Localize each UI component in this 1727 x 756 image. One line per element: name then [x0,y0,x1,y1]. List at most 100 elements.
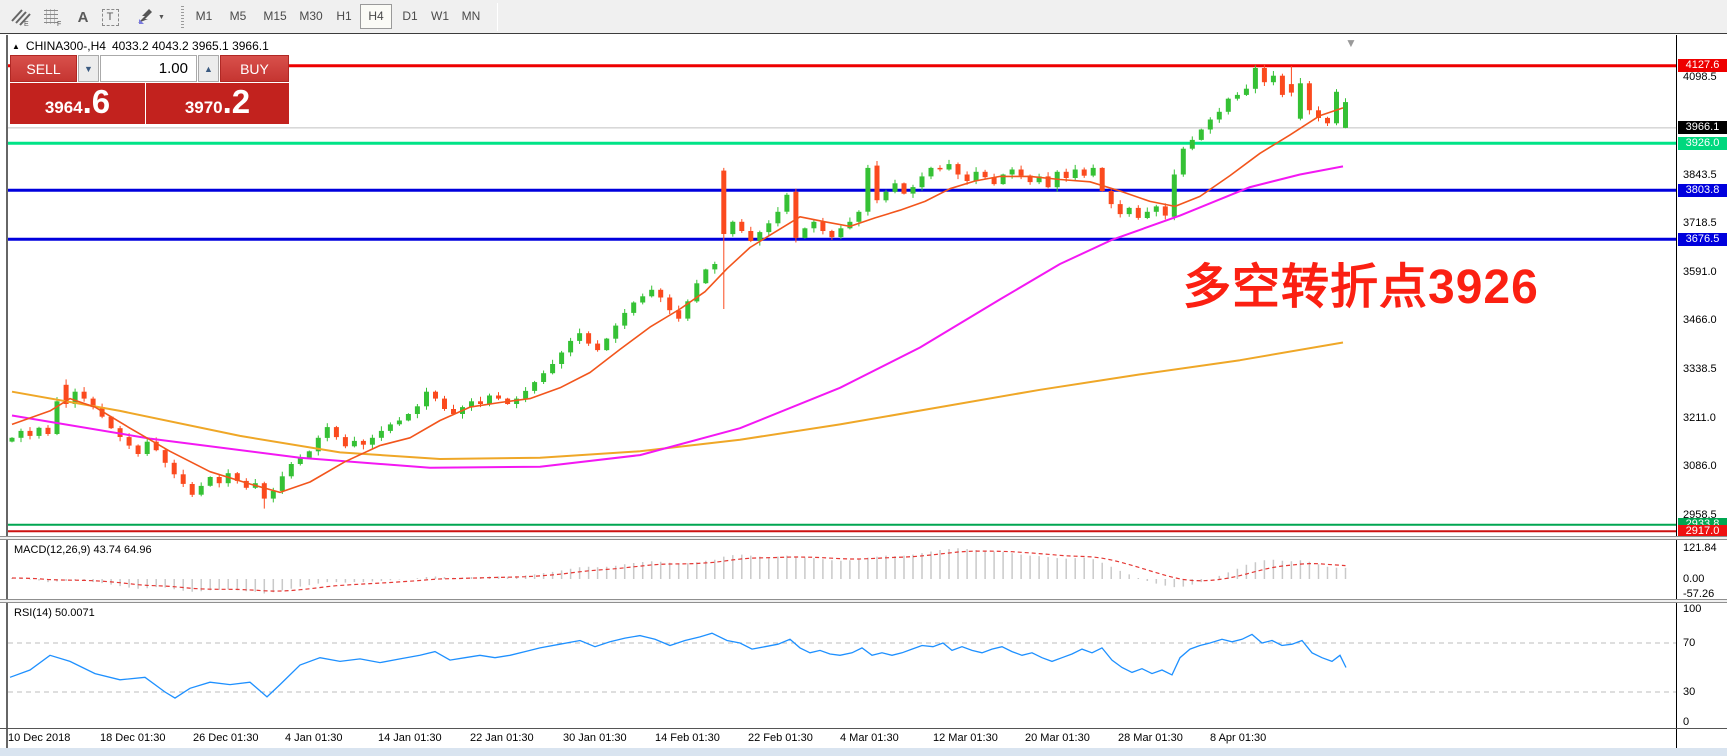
chart-window-left-border [6,35,8,748]
buy-button[interactable]: BUY [220,55,289,82]
price-tick-label: 3086.0 [1683,460,1717,473]
candle-body [955,164,961,175]
textbox-t-icon[interactable]: T [98,4,122,30]
candle-body [1343,102,1348,128]
timeframe-button-h1[interactable]: H1 [336,9,352,23]
grid-f-icon[interactable]: F [40,4,66,30]
candle-body [910,187,916,194]
buy-price-big-digit: .2 [222,83,251,120]
hatch-e-icon[interactable]: E [8,4,34,30]
candle-body [1288,84,1294,93]
macd-panel-divider[interactable] [0,536,1727,540]
candle-body [1270,75,1276,83]
candle-body [496,395,501,399]
timeframe-button-mn[interactable]: MN [461,9,481,23]
sell-price-small-digits: 3964 [44,98,83,117]
candle-body [667,297,673,311]
candle-body [874,165,880,201]
candle-body [523,390,529,399]
candle-body [90,398,96,408]
candle-body [351,440,357,447]
sell-button[interactable]: SELL [10,55,77,82]
timeframe-button-m30[interactable]: M30 [299,9,323,23]
candle-body [369,437,375,445]
price-tick-label: 4098.5 [1683,71,1717,83]
timeframe-button-m1[interactable]: M1 [195,9,213,23]
candle-body [198,485,204,495]
time-tick-label: 30 Jan 01:30 [563,732,627,744]
candle-body [1126,207,1132,215]
candle-body [162,450,168,463]
toolbar: E F A T ▼ M1 M5 M15 M30 H1 H4 D1 W1 [0,0,1727,34]
text-a-icon[interactable]: A [77,8,89,26]
candle-body [18,430,24,438]
collapse-triangle-icon[interactable]: ▲ [12,41,20,51]
candle-body [378,430,384,438]
rsi-panel-divider[interactable] [0,599,1727,603]
chart-shift-marker-icon[interactable]: ▼ [1345,36,1357,50]
candle-body [288,464,294,477]
time-tick-label: 22 Feb 01:30 [748,732,813,744]
candle-body [63,384,69,404]
macd-tick-label: -57.26 [1683,587,1715,600]
candle-body [973,171,979,181]
candle-body [622,312,628,326]
price-scale[interactable]: 4098.5 3843.5 3718.5 3591.0 3466.0 3338.5 3211… [1676,35,1727,748]
price-tick-label: 3211.0 [1683,412,1716,425]
toolbar-drag-handle[interactable] [181,6,184,28]
candle-body [315,437,321,452]
sell-price-button[interactable]: 3964.6 [10,83,145,124]
candle-body [270,490,276,499]
candle-body [712,264,718,270]
candle-body [802,228,808,238]
candle-body [243,480,249,488]
timeframe-button-d1[interactable]: D1 [402,9,418,23]
candle-body [559,352,565,364]
candle-body [306,451,312,458]
sell-price-big-digit: .6 [82,83,111,120]
timeframe-button-m5[interactable]: M5 [229,9,247,23]
chevron-down-icon: ▼ [158,13,165,21]
candle-body [1000,174,1006,185]
timeframe-button-h4[interactable]: H4 [360,4,392,29]
candle-body [1216,111,1222,120]
rsi-tick-label: 100 [1683,603,1702,615]
candle-body [964,174,970,181]
candle-body [1009,169,1015,175]
buy-price-button[interactable]: 3970.2 [146,83,289,124]
macd-tick-label: 0.00 [1683,573,1705,585]
candle-body [1144,211,1150,218]
timeframe-button-w1[interactable]: W1 [431,9,449,23]
candle-body [703,269,709,284]
candle-body [514,398,520,404]
candle-body [396,420,402,425]
candle-body [883,191,889,201]
candle-body [36,427,42,436]
candle-body [360,440,366,445]
time-tick-label: 8 Apr 01:30 [1210,732,1267,744]
candle-body [946,164,952,170]
candle-body [1063,171,1069,178]
volume-increase-button[interactable]: ▲ [198,55,219,82]
timeframe-button-m15[interactable]: M15 [263,9,287,23]
price-tick-label: 3466.0 [1683,314,1717,327]
candle-body [342,437,348,447]
volume-decrease-button[interactable]: ▼ [78,55,99,82]
candle-body [847,221,853,229]
toolbar-separator [497,3,498,31]
candle-body [937,167,943,170]
candle-body [442,398,447,409]
macd-histogram [11,548,1347,594]
candle-body [1189,139,1195,149]
candle-body [1072,169,1078,178]
candle-body [793,191,799,238]
volume-input[interactable] [100,55,197,82]
ohlc-values: 4033.2 4043.2 3965.1 3966.1 [111,39,269,53]
candle-body [9,437,15,442]
arrow-objects-icon[interactable]: ▼ [128,4,172,30]
candle-body [1334,91,1339,124]
candle-body [748,231,754,241]
candle-body [216,477,222,484]
time-tick-label: 14 Jan 01:30 [378,732,442,744]
